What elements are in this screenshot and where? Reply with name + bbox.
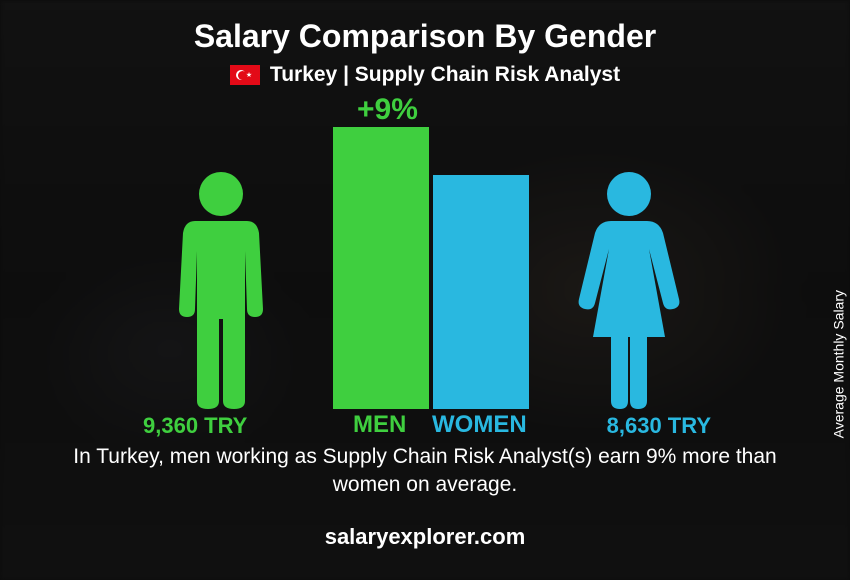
percent-difference-label: +9% bbox=[357, 93, 418, 127]
women-bar-label: WOMEN bbox=[432, 411, 527, 439]
men-salary-value: 9,360 TRY bbox=[143, 413, 247, 439]
content-container: Salary Comparison By Gender ★ Turkey | S… bbox=[0, 0, 850, 580]
women-salary-value: 8,630 TRY bbox=[607, 413, 711, 439]
subtitle-text: Turkey | Supply Chain Risk Analyst bbox=[270, 63, 620, 87]
subtitle-row: ★ Turkey | Supply Chain Risk Analyst bbox=[230, 63, 620, 87]
men-bar-label: MEN bbox=[353, 411, 406, 439]
female-person-icon bbox=[569, 169, 689, 409]
country-name: Turkey bbox=[270, 63, 337, 86]
y-axis-label: Average Monthly Salary bbox=[830, 290, 846, 438]
footer-site: salaryexplorer.com bbox=[325, 524, 526, 550]
chart-area: +9% 9,360 TRY MEN WOMEN 8,630 TRY bbox=[115, 99, 735, 439]
male-person-icon bbox=[161, 169, 281, 409]
bar-women bbox=[433, 175, 529, 409]
turkey-flag-icon: ★ bbox=[230, 65, 260, 85]
bar-men bbox=[333, 127, 429, 409]
job-title: Supply Chain Risk Analyst bbox=[355, 63, 620, 86]
page-title: Salary Comparison By Gender bbox=[194, 18, 656, 55]
separator: | bbox=[337, 63, 355, 86]
description-text: In Turkey, men working as Supply Chain R… bbox=[65, 443, 785, 500]
